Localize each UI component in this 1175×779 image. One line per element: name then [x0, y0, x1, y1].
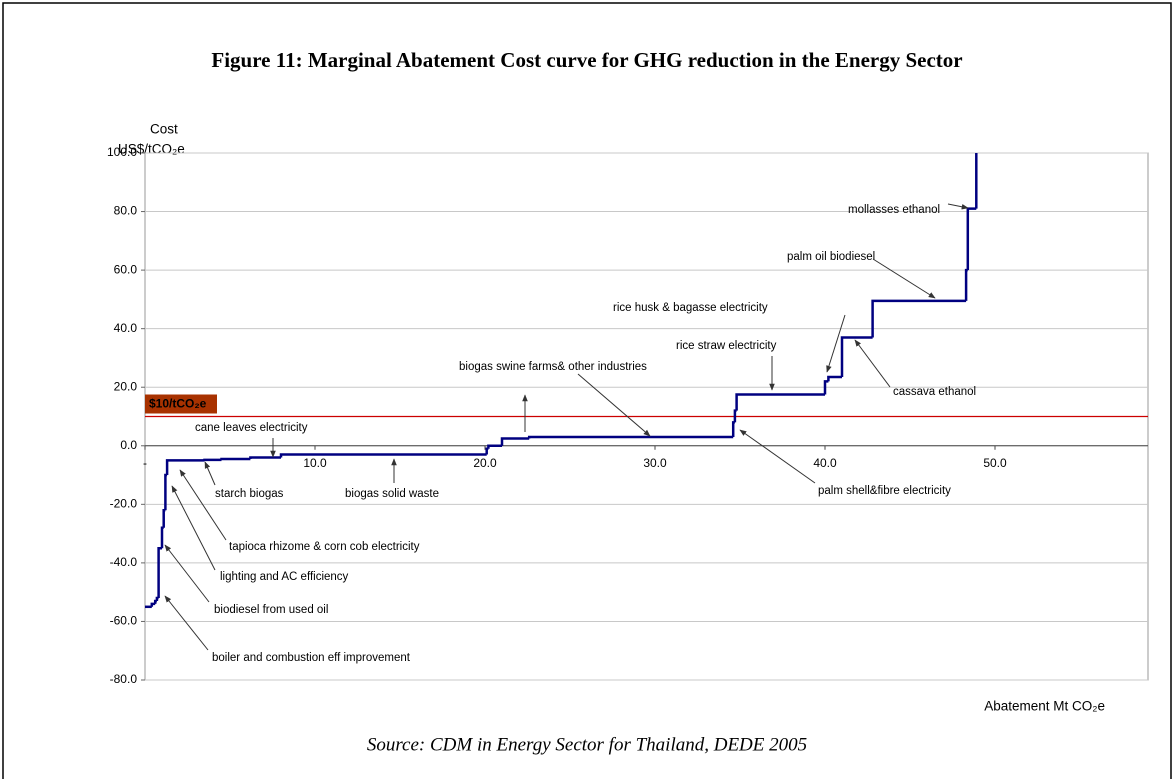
x-tick-label: 10.0 — [303, 456, 327, 470]
annotation-arrow — [164, 595, 209, 651]
x-tick-label: - — [143, 456, 147, 470]
step — [731, 421, 735, 437]
step — [966, 207, 977, 271]
y-tick-label: 20.0 — [114, 379, 138, 393]
annotation: rice husk & bagasse electricity — [613, 302, 768, 314]
step — [162, 508, 166, 528]
annotation-arrow — [164, 544, 210, 603]
annotation: tapioca rhizome & corn cob electricity — [229, 541, 420, 553]
chart-title: Figure 11: Marginal Abatement Cost curve… — [211, 48, 962, 72]
annotation-arrow — [872, 258, 936, 299]
annotation: mollasses ethanol — [848, 204, 940, 216]
step — [157, 547, 162, 599]
annotation: rice straw electricity — [676, 340, 777, 352]
step — [155, 596, 159, 601]
annotation: biogas solid waste — [345, 488, 439, 500]
y-tick-label: -40.0 — [110, 555, 138, 569]
step — [823, 380, 829, 395]
annotation: cassava ethanol — [893, 386, 976, 398]
annotation: palm oil biodiesel — [787, 251, 875, 263]
x-axis-label: Abatement Mt CO₂e — [984, 699, 1105, 714]
y-tick-label: -60.0 — [110, 614, 138, 628]
step — [500, 437, 530, 446]
step — [153, 599, 157, 604]
threshold-label: $10/tCO₂e — [149, 397, 207, 411]
x-tick-label: 50.0 — [983, 456, 1007, 470]
step — [827, 375, 842, 382]
x-tick-label: 20.0 — [473, 456, 497, 470]
step — [165, 459, 205, 476]
y-tick-label: 60.0 — [114, 262, 138, 276]
annotation-arrow — [577, 373, 651, 437]
y-tick-label: -20.0 — [110, 497, 138, 511]
step — [249, 456, 281, 459]
step — [735, 393, 825, 411]
step — [964, 268, 968, 301]
annotation-arrow — [826, 314, 846, 373]
annotation: biodiesel from used oil — [214, 604, 328, 616]
annotation-arrow — [179, 469, 227, 541]
step — [164, 473, 168, 511]
step — [487, 444, 502, 449]
y-tick-label: 40.0 — [114, 321, 138, 335]
annotation-arrow — [854, 339, 891, 388]
y-tick-label: -80.0 — [110, 672, 138, 686]
annotation-arrow — [739, 429, 816, 484]
annotation-arrow — [947, 203, 969, 210]
y-axis-label: Cost — [150, 122, 178, 137]
annotation-arrow — [204, 461, 216, 486]
y-tick-label: 100.0 — [107, 145, 137, 159]
step — [203, 458, 222, 462]
y-tick-label: 0.0 — [120, 438, 137, 452]
step — [485, 447, 489, 455]
annotation: palm shell&fibre electricity — [818, 485, 951, 497]
step — [871, 299, 967, 338]
annotation: biogas swine farms& other industries — [459, 361, 647, 373]
annotation: cane leaves electricity — [195, 422, 308, 434]
annotation: lighting and AC efficiency — [220, 571, 349, 583]
threshold-box — [145, 394, 217, 414]
y-tick-label: 80.0 — [114, 204, 138, 218]
step — [150, 602, 156, 607]
annotation: boiler and combustion eff improvement — [212, 652, 411, 664]
step — [220, 457, 251, 461]
step — [527, 435, 734, 439]
x-tick-label: 30.0 — [643, 456, 667, 470]
x-tick-label: 40.0 — [813, 456, 837, 470]
annotation: starch biogas — [215, 488, 284, 500]
step — [279, 453, 487, 458]
step — [840, 336, 873, 377]
annotation-arrow — [171, 485, 216, 571]
source: Source: CDM in Energy Sector for Thailan… — [367, 734, 807, 755]
step — [160, 526, 164, 549]
